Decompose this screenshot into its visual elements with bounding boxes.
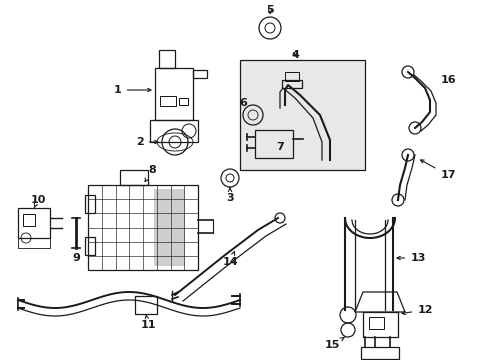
Bar [254, 130, 292, 158]
Text: 5: 5 [265, 5, 273, 15]
Text: 14: 14 [222, 251, 237, 267]
Text: 6: 6 [239, 98, 246, 108]
Text: 1: 1 [114, 85, 151, 95]
Text: 7: 7 [276, 142, 284, 152]
Bar [362, 312, 397, 337]
Text: 9: 9 [72, 253, 80, 263]
Bar [160, 96, 176, 106]
Bar [179, 98, 187, 105]
Bar [85, 195, 95, 213]
Text: 8: 8 [145, 165, 156, 181]
Text: 13: 13 [396, 253, 425, 263]
Text: 17: 17 [420, 160, 455, 180]
Bar [240, 60, 364, 170]
Text: 2: 2 [136, 137, 158, 147]
Bar [282, 80, 302, 88]
Text: 10: 10 [30, 195, 45, 208]
Bar [155, 68, 193, 120]
Text: 11: 11 [140, 314, 156, 330]
Text: 16: 16 [439, 75, 455, 85]
Bar [368, 317, 383, 329]
Text: 12: 12 [401, 305, 432, 315]
Bar [88, 185, 198, 270]
Text: 4: 4 [290, 50, 298, 60]
Bar [193, 70, 206, 78]
Bar [18, 238, 50, 248]
Bar [120, 170, 148, 185]
Bar [154, 189, 184, 266]
Bar [360, 347, 398, 359]
Text: 3: 3 [226, 188, 233, 203]
Bar [150, 120, 198, 142]
Bar [285, 72, 298, 81]
Text: 15: 15 [324, 337, 344, 350]
Bar [18, 208, 50, 238]
Bar [23, 214, 35, 226]
Bar [135, 296, 157, 314]
Bar [159, 50, 175, 68]
Bar [85, 237, 95, 255]
